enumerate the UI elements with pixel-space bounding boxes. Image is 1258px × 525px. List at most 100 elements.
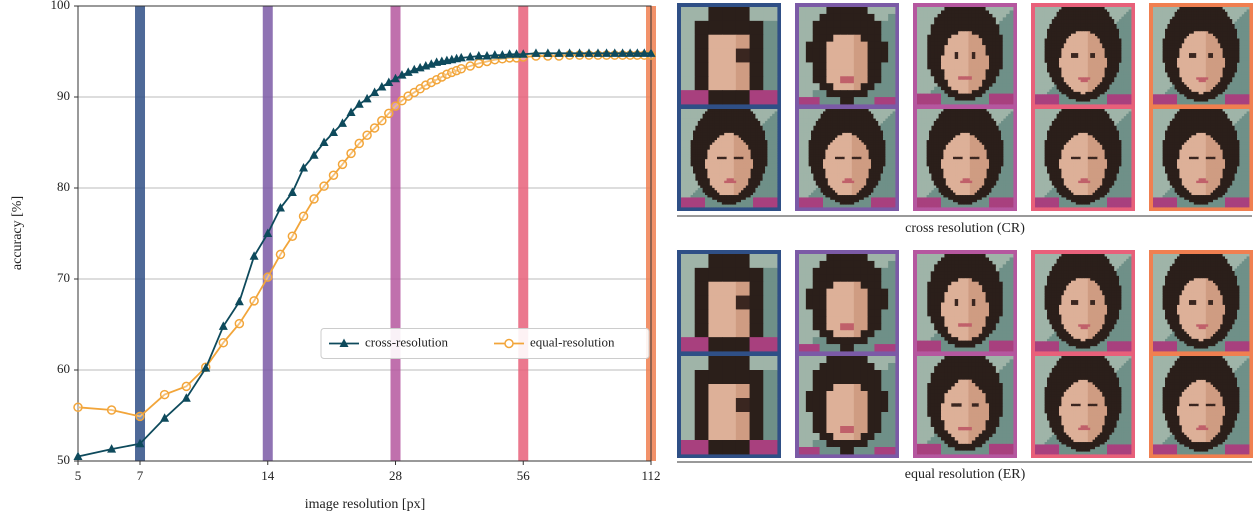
pixel [852,131,855,134]
pixel [719,183,722,186]
pixel [837,133,840,136]
pixel [813,316,820,323]
pixel [727,133,730,136]
pixel [753,116,756,119]
pixel [719,135,722,138]
pixel [746,152,749,155]
pixel [873,114,876,117]
pixel [698,200,701,203]
pixel [681,205,684,208]
pixel [770,176,773,179]
pixel [842,197,845,200]
pixel [927,83,931,87]
pixel [811,147,814,150]
pixel [840,433,847,440]
pixel [825,205,828,208]
pixel [743,142,746,145]
pixel [849,119,852,122]
pixel [686,188,689,191]
pixel [739,157,742,160]
pixel [734,128,737,131]
pixel [868,398,875,405]
pixel [683,169,686,172]
pixel [958,109,961,112]
pixel [775,133,778,136]
pixel [999,73,1003,77]
pixel [703,183,706,186]
pixel [979,7,983,11]
pixel [881,370,888,377]
pixel [927,49,931,53]
pixel [691,202,694,205]
pixel [695,185,698,188]
pixel [695,62,709,76]
pixel [924,7,928,11]
pixel [999,62,1003,66]
pixel [821,193,824,196]
pixel [826,363,833,370]
pixel [813,275,820,282]
pixel [861,7,868,14]
pixel [917,17,921,21]
pixel [741,162,744,165]
pixel [944,45,948,49]
pixel [813,111,816,114]
pixel [874,330,881,337]
pixel [934,83,938,87]
pixel [962,10,966,14]
pixel [743,152,746,155]
pixel [1006,62,1010,66]
pixel [717,166,720,169]
pixel [826,261,833,268]
pixel [828,164,831,167]
pixel [837,126,840,129]
pixel [999,21,1003,25]
pixel [734,185,737,188]
pixel [854,109,857,112]
pixel [890,174,893,177]
er-caption: equal resolution (ER) [905,467,1026,482]
pixel [837,166,840,169]
pixel [743,197,746,200]
pixel [753,178,756,181]
pixel [758,159,761,162]
pixel [938,17,942,21]
pixel [835,145,838,148]
pixel [965,10,969,14]
pixel [705,126,708,129]
pixel [883,162,886,165]
pixel [989,42,993,46]
pixel [729,109,732,112]
pixel [765,202,768,205]
pixel [868,21,875,28]
pixel [743,116,746,119]
pixel [820,42,827,49]
pixel [871,178,874,181]
pixel [885,193,888,196]
pixel [751,131,754,134]
pixel [1006,7,1010,11]
pixel [847,419,854,426]
pixel [876,142,879,145]
pixel [806,363,813,370]
pixel [847,268,854,275]
pixel [734,147,737,150]
pixel [751,147,754,150]
pixel [868,49,875,56]
pixel [944,76,948,80]
pixel [931,28,935,32]
pixel [938,97,942,101]
pixel [874,426,881,433]
pixel [861,183,864,186]
pixel [878,119,881,122]
pixel [765,135,768,138]
pixel [944,66,948,70]
pixel [1010,28,1014,32]
pixel [859,142,862,145]
pixel [715,185,718,188]
pixel [741,154,744,157]
pixel [1010,59,1014,63]
pixel [854,440,861,447]
pixel [828,178,831,181]
pixel [852,178,855,181]
